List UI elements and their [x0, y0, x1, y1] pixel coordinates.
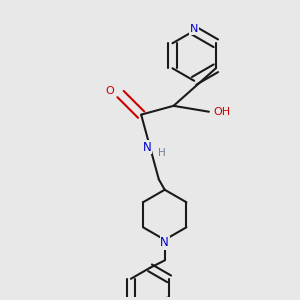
Text: N: N — [160, 236, 169, 249]
Text: N: N — [190, 24, 198, 34]
Text: N: N — [143, 141, 152, 154]
Text: OH: OH — [214, 107, 231, 117]
Text: O: O — [106, 86, 115, 96]
Text: H: H — [158, 148, 166, 158]
